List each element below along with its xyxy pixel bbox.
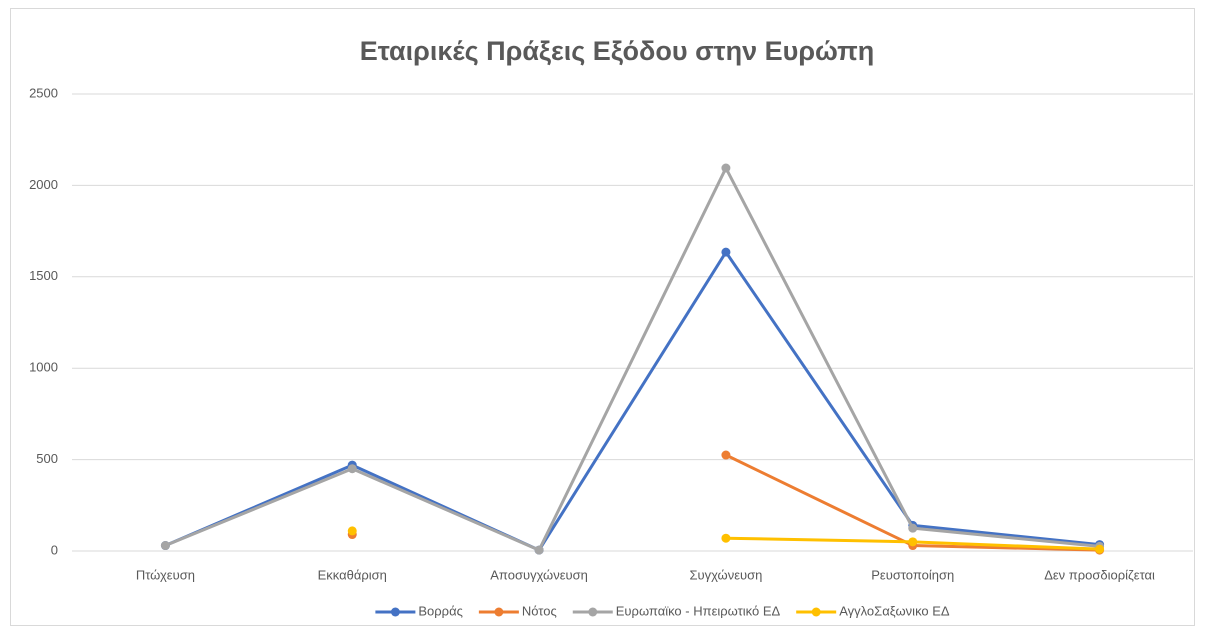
legend: Βορράς Νότος Ευρωπαϊκο - Ηπειρωτικό ΕΔ Αγγλ…: [375, 603, 950, 618]
legend-label: ΑγγλοΣαξωνικο ΕΔ: [839, 603, 950, 618]
data-point: [721, 533, 731, 543]
legend-marker: [811, 607, 821, 617]
y-tick-label: 0: [51, 542, 58, 557]
y-tick-label: 500: [36, 451, 58, 466]
chart-title: Εταιρικές Πράξεις Εξόδου στην Ευρώπη: [360, 36, 875, 66]
legend-marker: [494, 607, 504, 617]
series-line: [164, 166, 1100, 552]
data-point: [534, 545, 544, 555]
legend-label: Νότος: [522, 603, 557, 618]
legend-label: Βορράς: [418, 603, 462, 618]
data-point: [908, 537, 918, 547]
data-point: [347, 464, 357, 474]
data-point: [160, 541, 170, 551]
y-tick-label: 2000: [29, 177, 58, 192]
x-tick-label: Πτώχευση: [136, 567, 195, 582]
legend-item: ΑγγλοΣαξωνικο ΕΔ: [796, 603, 950, 618]
x-tick-label: Ρευστοποίηση: [871, 567, 954, 582]
chart-border: [10, 8, 1195, 626]
legend-item: Ευρωπαϊκο - Ηπειρωτικό ΕΔ: [572, 603, 781, 618]
legend-label: Ευρωπαϊκο - Ηπειρωτικό ΕΔ: [616, 603, 781, 618]
data-point: [347, 526, 357, 536]
x-tick-label: Δεν προσδιορίζεται: [1044, 567, 1155, 582]
y-tick-label: 1500: [29, 268, 58, 283]
x-tick-label: Συγχώνευση: [689, 567, 762, 582]
x-tick-label: Αποσυγχώνευση: [490, 567, 588, 582]
series-line: [164, 250, 1100, 552]
legend-marker: [588, 607, 598, 617]
x-tick-label: Εκκαθάριση: [318, 567, 387, 582]
legend-item: Βορράς: [375, 603, 463, 618]
data-point: [721, 163, 731, 173]
data-point: [721, 247, 731, 257]
y-tick-label: 2500: [29, 85, 58, 100]
data-point: [908, 523, 918, 533]
data-point: [1095, 544, 1105, 554]
legend-marker: [390, 607, 400, 617]
data-point: [721, 450, 731, 460]
legend-item: Νότος: [478, 603, 557, 618]
y-tick-label: 1000: [29, 360, 58, 375]
